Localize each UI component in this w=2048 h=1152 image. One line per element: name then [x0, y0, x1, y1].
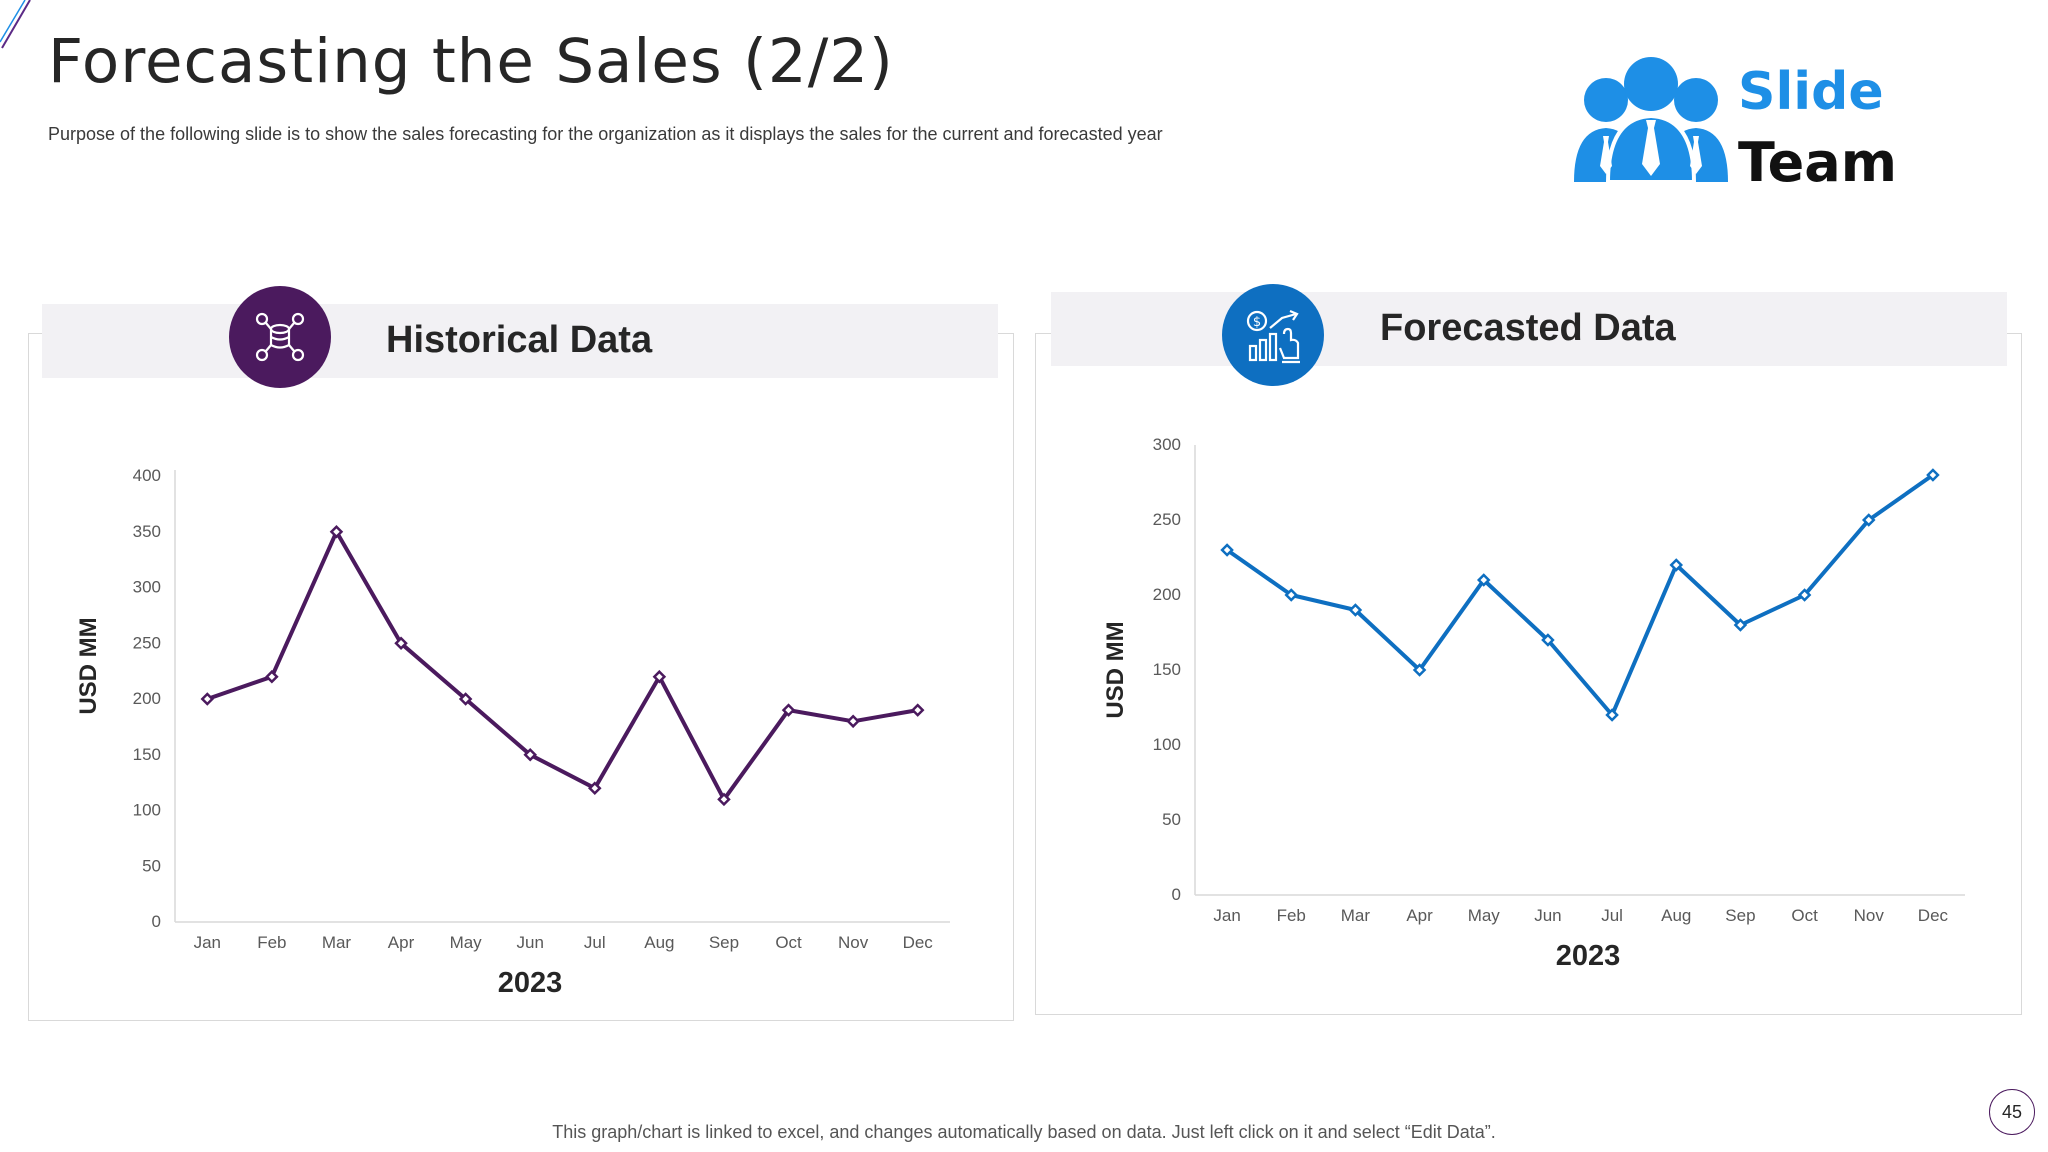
x-tick-label: Jun	[516, 933, 543, 952]
x-tick-label: Jan	[194, 933, 221, 952]
forecasted-panel-title: Forecasted Data	[1380, 307, 1676, 349]
forecasted-badge: $	[1222, 284, 1324, 386]
series-line	[205, 529, 920, 802]
forecasted-chart: 0 50 100 150 200 250 300 Jan Feb Mar Apr May Jun Jul…	[1085, 420, 2005, 990]
data-point-marker	[910, 703, 925, 717]
x-tick-label: Aug	[1661, 906, 1691, 925]
x-tick-label: May	[450, 933, 483, 952]
y-tick-label: 350	[133, 522, 161, 541]
data-point-marker	[1605, 708, 1619, 722]
data-point-marker	[1797, 588, 1812, 602]
x-tick-label: Feb	[1277, 906, 1306, 925]
forecasted-panel	[1035, 333, 2022, 1015]
data-point-marker	[1412, 663, 1427, 677]
y-tick-label: 150	[133, 745, 161, 764]
forecasted-line-chart: 0 50 100 150 200 250 300 Jan Feb Mar Apr May Jun Jul…	[1102, 435, 1965, 972]
page-number: 45	[2001, 1101, 2023, 1122]
forecasted-panel-header	[1051, 292, 2007, 366]
x-tick-label: Nov	[1854, 906, 1885, 925]
x-tick-label: Mar	[322, 933, 352, 952]
logo-word-team: Team	[1738, 131, 1897, 194]
data-point-marker	[1861, 513, 1876, 527]
historical-panel-title: Historical Data	[386, 319, 653, 361]
y-axis-title: USD MM	[1102, 621, 1129, 718]
y-tick-label: 250	[133, 633, 161, 652]
y-tick-label: 250	[1153, 510, 1181, 529]
data-point-marker	[781, 703, 796, 717]
historical-chart: 0 50 100 150 200 250 300 350 400 Jan Feb Mar Apr May…	[60, 440, 980, 1010]
data-point-marker	[652, 669, 667, 684]
slideteam-logo: Slide Team	[1568, 56, 1898, 196]
data-point-marker	[1220, 543, 1234, 557]
x-tick-label: Dec	[1918, 906, 1949, 925]
x-tick-label: Feb	[257, 933, 286, 952]
historical-panel	[28, 333, 1014, 1021]
data-point-marker	[458, 692, 473, 706]
y-tick-label: 300	[133, 578, 161, 597]
y-tick-label: 0	[1172, 885, 1181, 904]
y-tick-label: 0	[152, 912, 161, 931]
y-tick-label: 200	[133, 689, 161, 708]
series-line	[1225, 473, 1935, 717]
y-tick-label: 150	[1153, 660, 1181, 679]
x-tick-label: Oct	[1791, 906, 1818, 925]
x-tick-label: Jul	[584, 933, 606, 952]
x-axis-title: 2023	[1556, 940, 1621, 972]
data-point-marker	[523, 747, 537, 762]
logo-word-slide: Slide	[1738, 62, 1884, 122]
x-tick-label: Aug	[644, 933, 674, 952]
historical-line-chart: 0 50 100 150 200 250 300 350 400 Jan Feb Mar Apr May…	[75, 466, 950, 999]
x-tick-label: Jun	[1534, 906, 1561, 925]
x-axis-title: 2023	[498, 967, 563, 999]
database-network-icon	[255, 312, 305, 362]
x-tick-label: Mar	[1341, 906, 1371, 925]
data-point-marker	[1476, 573, 1491, 587]
historical-panel-header	[42, 304, 998, 378]
data-point-marker	[1926, 468, 1940, 482]
x-tick-label: May	[1468, 906, 1501, 925]
data-point-marker	[1541, 633, 1555, 647]
x-tick-label: Dec	[903, 933, 934, 952]
data-point-marker	[717, 792, 731, 807]
data-point-marker	[1733, 618, 1748, 632]
y-tick-label: 100	[133, 801, 161, 820]
data-point-marker	[200, 692, 215, 706]
y-tick-label: 100	[1153, 735, 1181, 754]
x-tick-label: Nov	[838, 933, 869, 952]
y-tick-label: 300	[1153, 435, 1181, 454]
data-point-marker	[846, 714, 860, 729]
data-point-marker	[394, 636, 408, 651]
growth-chart-icon: $	[1246, 309, 1300, 364]
x-tick-label: Sep	[1725, 906, 1755, 925]
data-point-marker	[1284, 588, 1299, 602]
historical-badge	[229, 286, 331, 388]
x-tick-label: Apr	[1406, 906, 1433, 925]
footer-note: This graph/chart is linked to excel, and…	[552, 1122, 1496, 1142]
data-point-marker	[588, 781, 602, 795]
corner-accent-line	[0, 0, 31, 49]
page-number-badge: 45	[1989, 1089, 2035, 1135]
x-tick-label: Oct	[775, 933, 802, 952]
team-people-icon	[1574, 57, 1728, 184]
data-point-marker	[265, 669, 279, 684]
slide-subtitle: Purpose of the following slide is to sho…	[48, 124, 1163, 144]
y-tick-label: 50	[142, 856, 161, 875]
y-axis-title: USD MM	[75, 617, 102, 714]
slide-title: Forecasting the Sales (2/2)	[48, 26, 894, 97]
x-tick-label: Jan	[1213, 906, 1240, 925]
data-point-marker	[329, 524, 344, 539]
data-point-marker	[1348, 603, 1363, 617]
y-tick-label: 50	[1162, 810, 1181, 829]
y-tick-label: 400	[133, 466, 161, 485]
x-tick-label: Sep	[709, 933, 739, 952]
x-tick-label: Jul	[1601, 906, 1623, 925]
data-point-marker	[1669, 558, 1684, 572]
x-tick-label: Apr	[388, 933, 415, 952]
svg-text:$: $	[1253, 315, 1261, 330]
y-tick-label: 200	[1153, 585, 1181, 604]
